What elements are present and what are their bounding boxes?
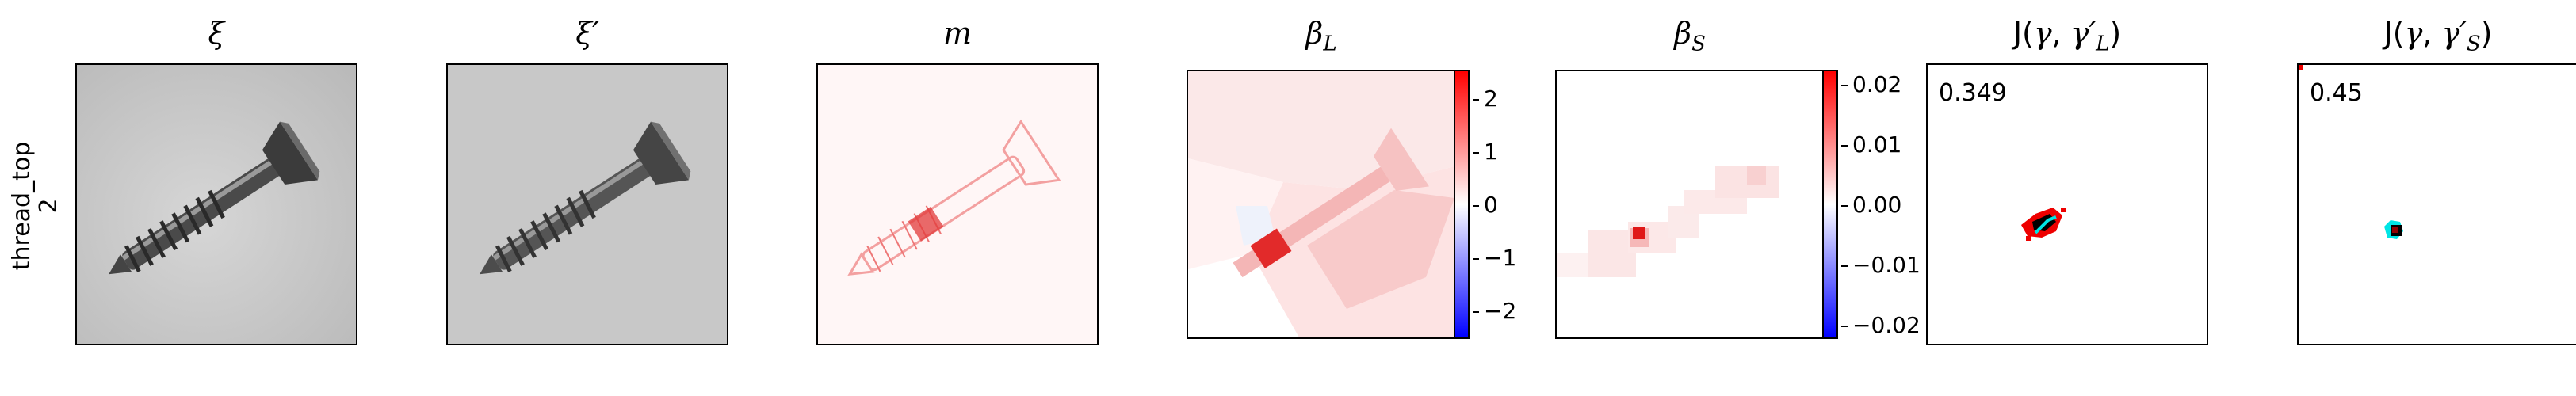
score-j-l: 0.349 bbox=[1939, 79, 2007, 107]
colorbar-s-tick: 0.02 bbox=[1840, 71, 1902, 97]
image-j-l: 0.349 bbox=[1926, 63, 2208, 345]
colorbar-s-tick: 0.00 bbox=[1840, 192, 1902, 218]
panel-title-xi-prime: ξ′ bbox=[575, 16, 599, 51]
colorbar-l-tick: −1 bbox=[1472, 245, 1517, 271]
row-label-text: thread_top 2 bbox=[8, 141, 63, 271]
colorbar-s bbox=[1822, 70, 1838, 339]
colorbar-l-tick: 0 bbox=[1473, 192, 1498, 218]
colorbar-l-tick: −2 bbox=[1472, 298, 1517, 324]
score-j-s: 0.45 bbox=[2310, 79, 2363, 107]
image-j-s: 0.45 bbox=[2297, 63, 2576, 345]
panel-title-m: m bbox=[942, 16, 973, 51]
colorbar-s-tick: −0.02 bbox=[1841, 312, 1921, 338]
image-xi bbox=[75, 63, 357, 345]
image-beta-s bbox=[1555, 70, 1825, 339]
panel-title-j-s: J(γ, γ′S) bbox=[2383, 16, 2493, 56]
panel-title-j-l: J(γ, γ′L) bbox=[2012, 16, 2122, 56]
image-m bbox=[816, 63, 1099, 345]
row-label: thread_top 2 bbox=[0, 63, 71, 348]
panel-title-beta-s: βS bbox=[1674, 16, 1706, 56]
colorbar-l bbox=[1454, 70, 1470, 339]
image-xi-prime bbox=[446, 63, 728, 345]
colorbar-l-tick: 2 bbox=[1473, 86, 1498, 112]
panel-title-beta-l: βL bbox=[1305, 16, 1337, 56]
colorbar-s-tick: 0.01 bbox=[1840, 131, 1902, 158]
panel-title-xi: ξ bbox=[208, 16, 225, 51]
image-beta-l bbox=[1187, 70, 1456, 339]
colorbar-l-tick: 1 bbox=[1473, 139, 1498, 165]
colorbar-s-tick: −0.01 bbox=[1841, 252, 1921, 278]
